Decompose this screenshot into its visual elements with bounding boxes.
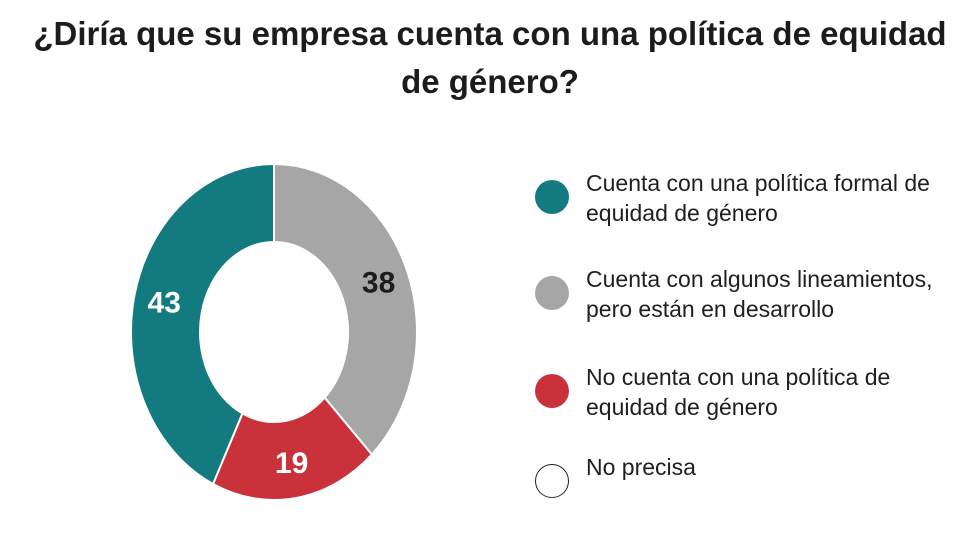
legend-swatch-no-answer	[535, 464, 569, 498]
legend-label-no-policy: No cuenta con una política de equidad de…	[586, 364, 891, 420]
legend-item-no-policy: No cuenta con una política de equidad de…	[535, 362, 956, 422]
legend-item-formal-policy: Cuenta con una política formal de equida…	[535, 168, 956, 228]
legend-swatch-no-policy	[535, 374, 569, 408]
donut-slice-2	[211, 396, 374, 501]
legend-item-guidelines: Cuenta con algunos lineamientos, pero es…	[535, 264, 956, 324]
legend-label-guidelines: Cuenta con algunos lineamientos, pero es…	[586, 266, 933, 322]
donut-slices	[130, 162, 418, 501]
donut-slice-0	[130, 162, 275, 486]
donut-slice-1	[273, 162, 418, 456]
legend-item-no-answer: No precisa	[535, 452, 956, 498]
slice-value-label-1: 38	[362, 267, 395, 300]
legend-swatch-guidelines	[535, 276, 569, 310]
donut-slice-labels: 43 38 19	[148, 267, 396, 480]
chart-title: ¿Diría que su empresa cuenta con una pol…	[33, 15, 947, 100]
donut-chart: 43 38 19	[130, 162, 418, 501]
legend-swatch-formal-policy	[535, 180, 569, 214]
slice-value-label-0: 43	[148, 286, 181, 319]
slice-value-label-2: 19	[275, 447, 308, 480]
legend-label-no-answer: No precisa	[586, 454, 696, 480]
legend-label-formal-policy: Cuenta con una política formal de equida…	[586, 170, 930, 226]
